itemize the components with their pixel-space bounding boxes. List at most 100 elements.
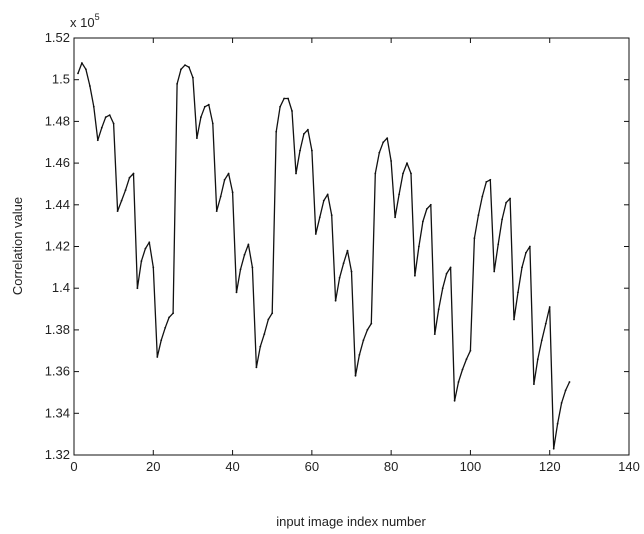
data-point [461,368,464,371]
y-tick-label: 1.34 [45,405,70,420]
y-exponent-power: 5 [95,12,100,22]
data-point [525,251,527,254]
data-point [247,243,250,246]
data-point [418,245,420,248]
data-point [164,326,167,329]
data-point [152,266,155,269]
data-point [536,358,539,360]
data-point [350,270,353,273]
y-tick-label: 1.5 [52,72,70,87]
data-point [533,383,535,385]
data-point [517,291,519,294]
x-tick-label: 140 [618,459,640,474]
data-point [544,322,547,325]
x-axis-label: input image index number [276,514,426,529]
data-point [505,201,507,204]
data-point [203,105,206,108]
data-point [124,189,127,192]
data-point [239,268,242,271]
data-point [453,399,456,402]
data-point [188,66,190,69]
data-point [223,178,226,181]
data-point [394,216,396,219]
data-point [540,339,543,342]
data-point [108,114,111,116]
data-point [560,402,563,404]
data-point [477,214,480,217]
data-point [362,339,365,342]
x-tick-label: 80 [384,459,398,474]
data-point [96,139,99,142]
data-point [299,149,301,152]
data-point [445,272,448,275]
data-point [330,214,333,217]
data-point [457,381,460,383]
data-point [291,110,293,112]
data-point [231,191,234,194]
y-tick-label: 1.52 [45,30,70,45]
data-point [144,247,147,250]
data-point [318,216,321,219]
data-point [275,130,278,133]
data-point [406,162,408,165]
data-point [251,266,254,269]
data-point [100,126,103,129]
data-point [521,266,523,269]
data-point [303,133,305,135]
data-point [184,64,186,66]
y-axis-ticks: 1.32 1.34 1.36 1.38 1.4 1.42 1.44 1.46 1.48 1.5 1.… [45,30,629,462]
data-point [92,105,95,108]
data-point [473,237,476,240]
data-point [358,354,361,356]
x-axis-ticks: 0 20 40 60 80 100 120 140 [70,38,640,474]
data-point [414,274,416,277]
data-point [501,218,503,221]
x-tick-label: 60 [305,459,319,474]
data-point [148,241,151,244]
x-tick-label: 120 [539,459,561,474]
data-point [227,172,230,175]
data-point [279,105,281,108]
data-point [469,349,472,352]
data-point [219,195,222,198]
data-point [366,329,369,331]
data-point [283,97,285,100]
data-point [437,308,440,310]
data-point [295,172,297,175]
data-point [168,316,171,319]
x-tick-label: 0 [70,459,77,474]
y-tick-label: 1.46 [45,155,70,170]
data-point [529,245,531,248]
data-point [176,83,179,85]
data-point [207,103,210,106]
data-point [326,193,329,196]
series-layer [77,62,571,450]
data-point [120,199,123,202]
data-point [402,172,404,175]
data-point [116,210,119,213]
data-point [346,249,349,252]
data-point [374,172,377,175]
data-point [235,291,238,294]
data-point [263,333,266,335]
data-point [429,203,432,206]
y-axis-label: Correlation value [10,197,25,295]
y-tick-label: 1.4 [52,280,70,295]
data-point [180,68,182,71]
data-point [77,72,79,75]
data-point [552,447,555,450]
data-point [314,233,317,235]
data-point [441,287,444,290]
data-point [354,374,357,377]
data-point [564,389,567,392]
data-point [398,193,400,196]
data-point [259,345,262,348]
data-point [410,172,412,175]
data-point [485,181,488,183]
data-point [132,172,135,175]
y-exponent-label: x 105 [70,12,100,30]
y-tick-label: 1.32 [45,447,70,462]
data-point [81,62,83,64]
data-point [287,97,289,100]
